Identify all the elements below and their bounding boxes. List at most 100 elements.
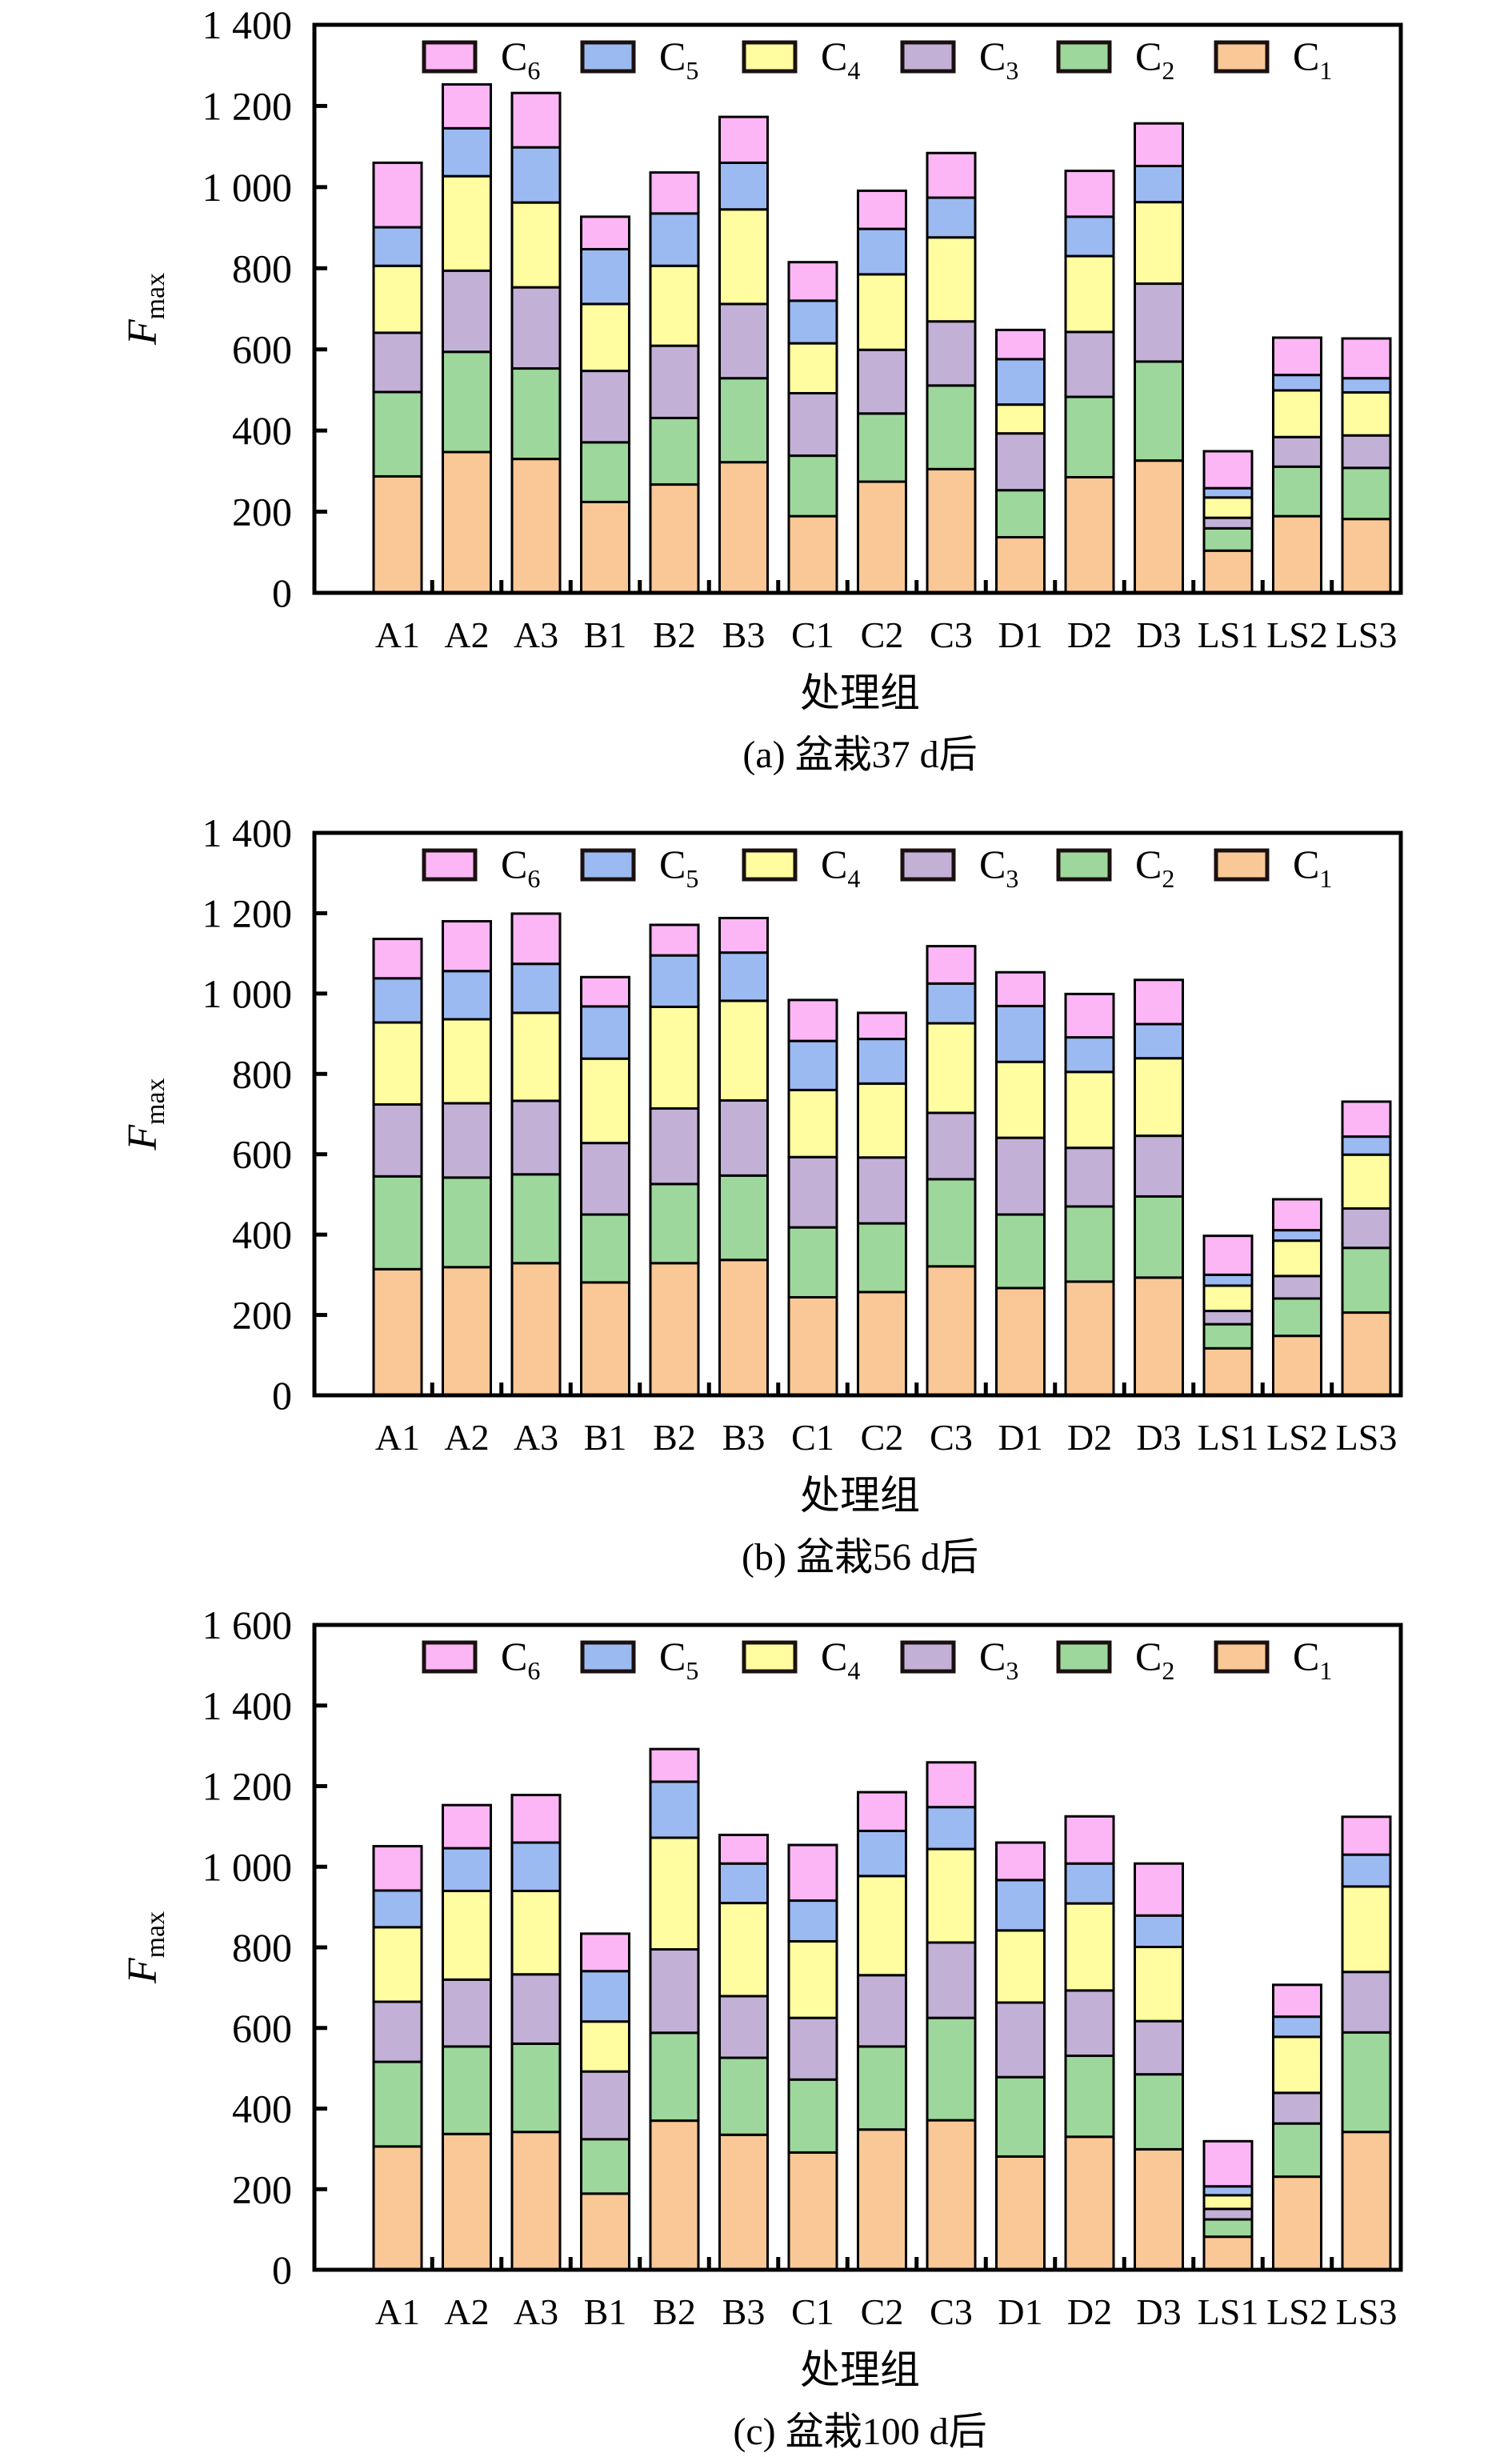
bar-segment-C3-C3 [926, 320, 977, 387]
bar-segment-C3-C1 [787, 391, 838, 458]
bar-segment-C2-B3 [718, 377, 769, 464]
bar-segment-C5-LS1 [1202, 2185, 1254, 2197]
bar-segment-C4-D1 [995, 1060, 1046, 1139]
bar-segment-C4-C2 [857, 1875, 907, 1977]
legend-label-base: C [821, 1634, 847, 1679]
legend-label: C3 [979, 34, 1018, 85]
legend-label-sub: 5 [686, 864, 698, 893]
x-axis-title: 处理组 [800, 670, 920, 716]
y-tick-label: 1 000 [202, 971, 293, 1016]
bar-segment-C6-C3 [926, 151, 977, 199]
bar-segment-C5-D3 [1134, 1914, 1184, 1948]
bar-segment-C1-LS3 [1341, 518, 1392, 594]
bar-segment-C2-C2 [857, 2045, 907, 2131]
bar-segment-C6-A2 [442, 83, 492, 130]
bar-segment-C5-B2 [649, 1780, 700, 1839]
x-tick-label: A2 [444, 2291, 489, 2332]
y-tick-label: 200 [232, 1293, 292, 1338]
bar-segment-C5-D1 [995, 1879, 1046, 1932]
bar-segment-C1-A1 [372, 2145, 423, 2271]
bar-segment-C6-D2 [1064, 1815, 1115, 1865]
stacked-bar-A3 [510, 1794, 562, 2271]
legend-label-sub: 6 [527, 1656, 540, 1685]
bar-segment-C5-B1 [580, 1005, 630, 1060]
bar-segment-C2-B3 [718, 2056, 769, 2136]
bar-segment-C3-D2 [1064, 330, 1115, 398]
bar-segment-C3-B1 [580, 370, 630, 444]
stacked-bar-A2 [442, 83, 492, 594]
bar-segment-C6-LS1 [1202, 1235, 1254, 1276]
bars [372, 912, 1392, 1397]
y-tick-label: 1 200 [202, 890, 293, 935]
bar-segment-C2-D2 [1064, 2055, 1115, 2139]
bar-segment-C3-LS1 [1202, 1310, 1254, 1326]
legend-label-base: C [501, 1634, 527, 1679]
plot-frame [312, 830, 1403, 1398]
bar-segment-C1-D2 [1064, 2135, 1115, 2271]
y-tick-label: 600 [232, 2006, 292, 2051]
legend-label-sub: 3 [1006, 56, 1018, 85]
bar-segment-C4-D1 [995, 1929, 1046, 2004]
bar-segment-C1-B1 [580, 1281, 630, 1397]
bar-segment-C4-A3 [510, 1889, 562, 1976]
x-tick-label: D3 [1136, 614, 1181, 655]
bar-segment-C1-C1 [787, 1295, 838, 1397]
bar-segment-C3-B3 [718, 302, 769, 380]
x-tick-label: B2 [653, 614, 696, 655]
legend-label-sub: 4 [847, 864, 860, 893]
bar-segment-C6-C1 [787, 998, 838, 1042]
bar-segment-C6-B1 [580, 975, 630, 1008]
bar-segment-C5-LS2 [1272, 2015, 1322, 2039]
bar-segment-C6-LS2 [1272, 1198, 1322, 1232]
legend-item-C2: C2 [1056, 1634, 1174, 1685]
legend-label-base: C [1135, 842, 1162, 886]
legend-label-base: C [501, 842, 527, 886]
bar-segment-C5-C1 [787, 1039, 838, 1091]
bar-segment-C5-A3 [510, 1841, 562, 1892]
legend-item-C2: C2 [1056, 842, 1174, 893]
bar-segment-C1-D3 [1134, 2147, 1184, 2271]
bar-segment-C6-C2 [857, 1011, 907, 1041]
x-tick-label: C1 [791, 2291, 834, 2332]
legend-item-C4: C4 [742, 34, 860, 85]
bar-segment-C4-LS3 [1341, 1885, 1392, 1974]
legend-swatch [742, 1640, 798, 1674]
legend-label-base: C [979, 842, 1006, 886]
x-tick-label: LS2 [1266, 2291, 1328, 2332]
bar-segment-C6-A1 [372, 161, 423, 229]
bar-segment-C4-LS3 [1341, 1153, 1392, 1210]
stacked-bar-C1 [787, 1843, 838, 2271]
bar-segment-C1-LS3 [1341, 1311, 1392, 1397]
bar-segment-C3-B1 [580, 2070, 630, 2141]
bar-segment-C5-A1 [372, 1889, 423, 1929]
bar-segment-C3-D2 [1064, 1989, 1115, 2058]
y-axis: 0 200 400 600 800 1 000 1 200 1 400 [202, 810, 327, 1418]
bar-segment-C4-A3 [510, 201, 562, 289]
x-axis: A1 A2 A3 B1 B2 B3 C1 C2 C3 D1 D2 D3 LS1 LS2 LS3 [375, 1383, 1397, 1458]
stacked-bar-D1 [995, 970, 1046, 1397]
bar-segment-C5-C3 [926, 1806, 977, 1851]
chart-panel-3: 0 200 400 600 800 1 000 1 200 1 400 1 600 A1 A2 A3 B… [120, 1603, 1403, 2453]
bar-segment-C2-A1 [372, 1174, 423, 1271]
x-tick-label: A3 [514, 1417, 558, 1458]
x-tick-label: B1 [584, 614, 627, 655]
bar-segment-C5-D2 [1064, 1862, 1115, 1905]
bar-segment-C3-LS3 [1341, 434, 1392, 470]
bar-segment-C1-LS2 [1272, 1335, 1322, 1397]
bar-segment-C3-B2 [649, 1106, 700, 1186]
legend-label-sub: 5 [686, 1656, 698, 1685]
bar-segment-C4-LS2 [1272, 389, 1322, 438]
bar-segment-C2-LS2 [1272, 1297, 1322, 1338]
stacked-bar-B1 [580, 215, 630, 594]
bar-segment-C5-A2 [442, 970, 492, 1021]
x-tick-label: A2 [444, 1417, 489, 1458]
y-axis-title-main: F [120, 1957, 166, 1984]
bar-segment-C5-B1 [580, 1970, 630, 2023]
x-tick-label: B2 [653, 1417, 696, 1458]
x-tick-label: B1 [584, 1417, 627, 1458]
bar-segment-C1-C1 [787, 514, 838, 594]
bar-segment-C1-D3 [1134, 459, 1184, 594]
legend-label-base: C [659, 842, 686, 886]
x-axis: A1 A2 A3 B1 B2 B3 C1 C2 C3 D1 D2 D3 LS1 LS2 LS3 [375, 2257, 1397, 2332]
bar-segment-C5-LS3 [1341, 1135, 1392, 1156]
